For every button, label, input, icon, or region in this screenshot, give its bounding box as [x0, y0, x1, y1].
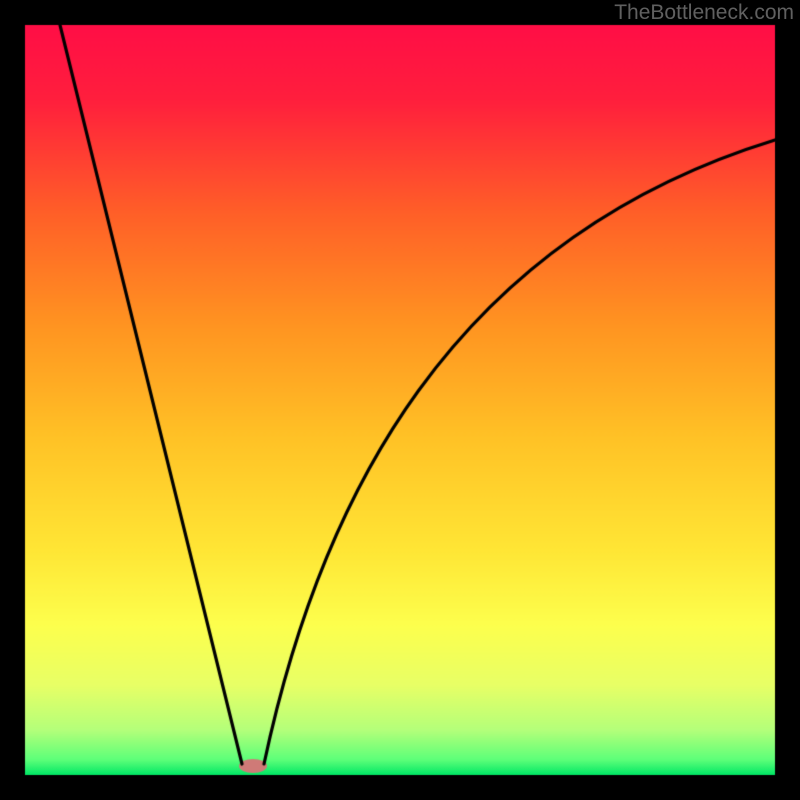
- chart-stage: TheBottleneck.com: [0, 0, 800, 800]
- bottleneck-curve-canvas: [0, 0, 800, 800]
- watermark-label: TheBottleneck.com: [614, 0, 794, 25]
